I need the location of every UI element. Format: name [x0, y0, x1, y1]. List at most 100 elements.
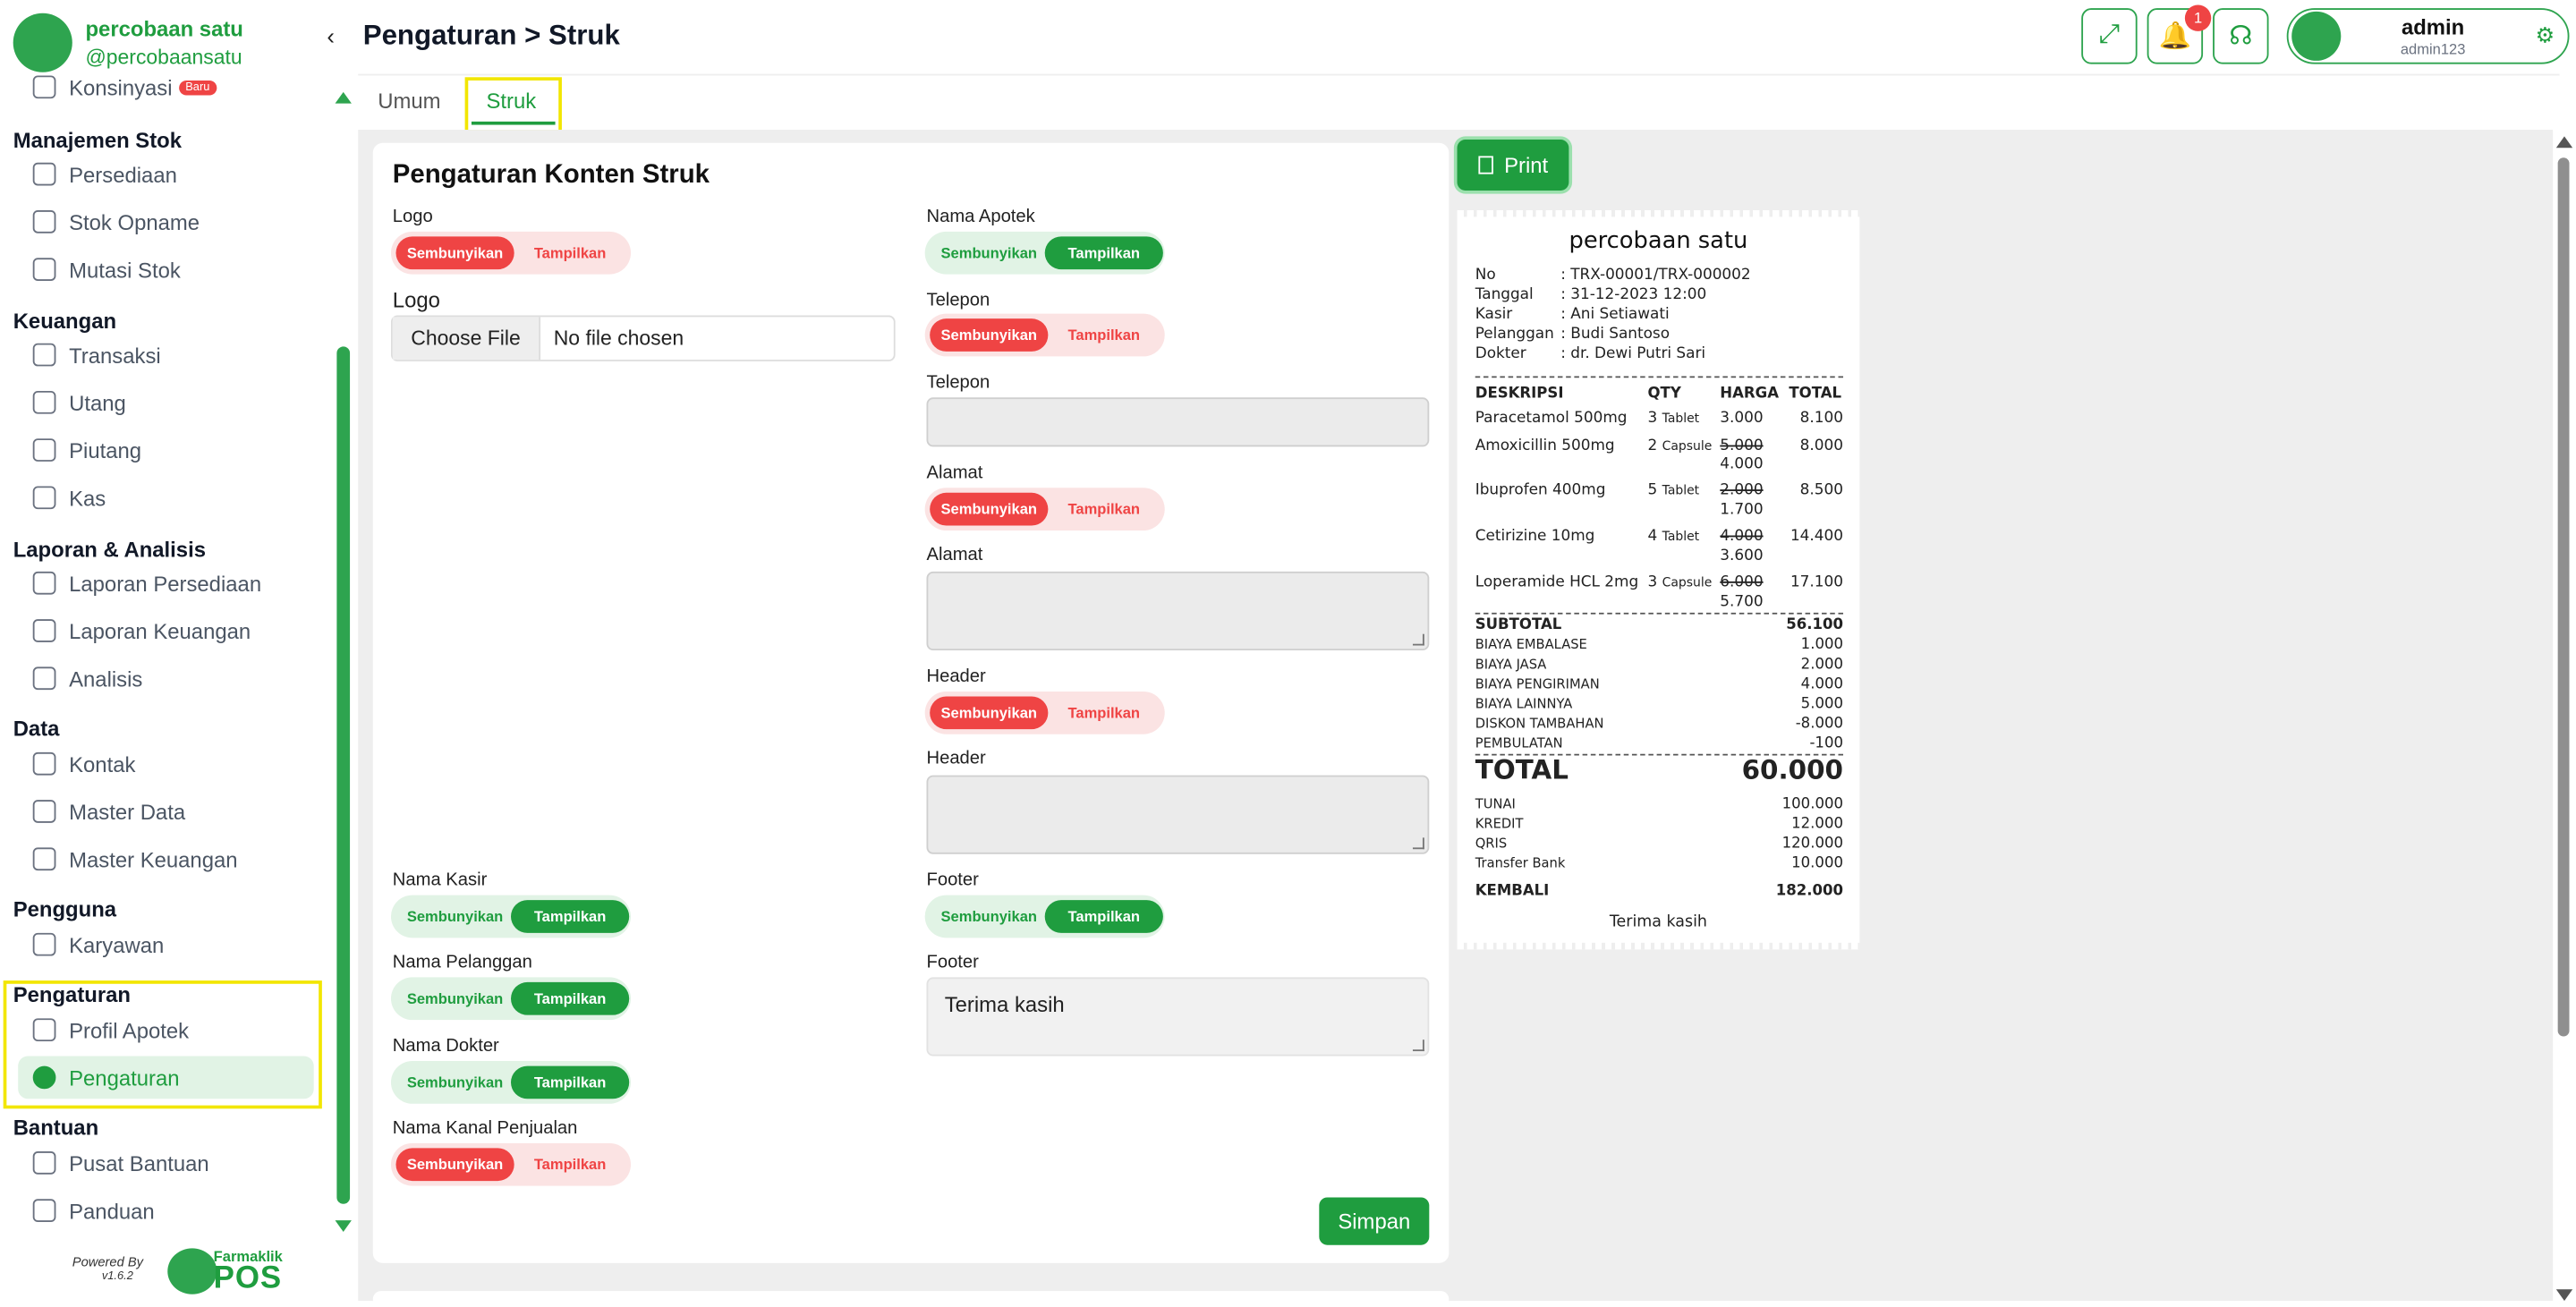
main-scroll-thumb[interactable] [2557, 157, 2570, 1037]
notifications-button[interactable]: 🔔 1 [2147, 4, 2212, 64]
footer-textarea[interactable]: Terima kasih [926, 977, 1430, 1057]
sidebar-item-pengaturan[interactable]: Pengaturan [32, 1057, 180, 1099]
sidebar-item-transaksi[interactable]: Transaksi [32, 334, 161, 377]
print-button[interactable]: Print [1457, 140, 1569, 191]
choose-file-button[interactable]: Choose File [392, 317, 541, 361]
main-scrollbar[interactable] [2555, 130, 2574, 1302]
hide-option[interactable]: Sembunyikan [406, 990, 504, 1007]
resize-handle-icon[interactable] [1412, 837, 1424, 850]
tab-umum[interactable]: Umum [378, 89, 441, 114]
sidebar-item-analisis[interactable]: Analisis [32, 657, 142, 700]
sidebar-item-kontak[interactable]: Kontak [32, 743, 135, 785]
hide-option[interactable]: Sembunyikan [930, 318, 1049, 352]
logo-file-label: Logo [392, 287, 440, 312]
farmaklik-logo-icon [167, 1248, 217, 1294]
telepon-toggle[interactable]: Sembunyikan Tampilkan [924, 313, 1165, 357]
sidebar-item-konsinyasi[interactable]: Konsinyasi Baru [32, 72, 217, 108]
nama-kasir-label: Nama Kasir [392, 870, 488, 891]
hide-option[interactable]: Sembunyikan [395, 1148, 514, 1182]
print-label: Print [1504, 152, 1549, 178]
receipt-preview: percobaan satu No: TRX-00001/TRX-000002 … [1457, 210, 1860, 950]
kanal-penjualan-label: Nama Kanal Penjualan [392, 1118, 578, 1139]
transfer-icon [32, 258, 56, 281]
nama-kasir-toggle[interactable]: Sembunyikan Tampilkan [390, 895, 632, 938]
sidebar-scroll-thumb[interactable] [336, 346, 351, 1204]
sidebar-item-utang[interactable]: Utang [32, 381, 126, 424]
tab-struk[interactable]: Struk [486, 89, 537, 114]
sidebar-item-profil-apotek[interactable]: Profil Apotek [32, 1008, 189, 1051]
show-option[interactable]: Tampilkan [1044, 900, 1163, 933]
alamat-textarea[interactable] [926, 571, 1430, 651]
sidebar-item-master-data[interactable]: Master Data [32, 790, 186, 833]
hide-option[interactable]: Sembunyikan [395, 236, 514, 270]
sidebar-item-pusat-bantuan[interactable]: Pusat Bantuan [32, 1142, 209, 1184]
save-button[interactable]: Simpan [1319, 1197, 1430, 1245]
hide-option[interactable]: Sembunyikan [930, 696, 1049, 730]
sidebar-item-mutasi-stok[interactable]: Mutasi Stok [32, 248, 181, 291]
logo-file-input[interactable]: Choose File No file chosen [390, 315, 896, 361]
sidebar-item-karyawan[interactable]: Karyawan [32, 923, 164, 966]
nama-dokter-toggle[interactable]: Sembunyikan Tampilkan [390, 1061, 632, 1104]
sidebar-item-persediaan[interactable]: Persediaan [32, 153, 177, 196]
show-option[interactable]: Tampilkan [533, 244, 607, 261]
nama-pelanggan-toggle[interactable]: Sembunyikan Tampilkan [390, 977, 632, 1021]
sidebar-item-laporan-keuangan[interactable]: Laporan Keuangan [32, 609, 251, 652]
kanal-penjualan-toggle[interactable]: Sembunyikan Tampilkan [390, 1142, 632, 1186]
show-option[interactable]: Tampilkan [510, 1065, 630, 1099]
farmaklik-brand: Farmaklik [213, 1248, 283, 1265]
nama-pelanggan-label: Nama Pelanggan [392, 952, 532, 972]
sidebar-item-label: Mutasi Stok [69, 257, 181, 282]
resize-handle-icon[interactable] [1412, 1040, 1424, 1052]
sidebar-item-piutang[interactable]: Piutang [32, 429, 141, 471]
sidebar-item-label: Laporan Persediaan [69, 571, 262, 596]
scroll-down-arrow-icon[interactable] [335, 1220, 352, 1232]
nav-section-title: Data [13, 716, 60, 742]
sidebar-item-master-keuangan[interactable]: Master Keuangan [32, 837, 238, 880]
alamat-toggle[interactable]: Sembunyikan Tampilkan [924, 488, 1165, 531]
highlight-box-struk-tab [464, 77, 562, 133]
show-option[interactable]: Tampilkan [1067, 500, 1141, 518]
show-option[interactable]: Tampilkan [1067, 327, 1141, 344]
expand-icon: ⤢ [2098, 21, 2121, 50]
brand-username: @percobaansatu [85, 46, 242, 70]
hide-option[interactable]: Sembunyikan [930, 492, 1049, 526]
receipt-total: TOTAL 60.000 [1475, 753, 1843, 785]
telepon-input[interactable] [926, 397, 1430, 447]
sidebar-item-label: Transaksi [69, 342, 161, 368]
scroll-up-arrow-icon[interactable] [2555, 136, 2573, 149]
hide-option[interactable]: Sembunyikan [940, 244, 1038, 261]
sidebar-scrollbar[interactable] [335, 91, 352, 1232]
footer-toggle[interactable]: Sembunyikan Tampilkan [924, 895, 1165, 938]
show-option[interactable]: Tampilkan [510, 981, 630, 1015]
resize-handle-icon[interactable] [1412, 633, 1424, 646]
activity-icon [32, 666, 56, 691]
sidebar-item-label: Konsinyasi [69, 74, 173, 100]
header-toggle[interactable]: Sembunyikan Tampilkan [924, 691, 1165, 734]
user-menu[interactable]: admin admin123 ⚙ [2286, 8, 2570, 64]
support-button[interactable]: ☊ [2213, 8, 2269, 64]
show-option[interactable]: Tampilkan [533, 1156, 607, 1173]
collapse-sidebar-chevron-icon[interactable]: ‹ [327, 22, 335, 50]
nama-apotek-toggle[interactable]: Sembunyikan Tampilkan [924, 231, 1165, 275]
sidebar-item-stok-opname[interactable]: Stok Opname [32, 200, 200, 243]
header-textarea[interactable] [926, 775, 1430, 854]
header-toggle-label: Header [926, 666, 986, 687]
hide-option[interactable]: Sembunyikan [406, 1074, 504, 1091]
hide-option[interactable]: Sembunyikan [940, 908, 1038, 925]
sidebar-item-panduan[interactable]: Panduan [32, 1189, 155, 1232]
sidebar-item-kas[interactable]: Kas [32, 476, 106, 519]
box-icon [32, 162, 56, 186]
show-option[interactable]: Tampilkan [1044, 236, 1163, 270]
nav-section-title: Laporan & Analisis [13, 537, 207, 562]
logo-visibility-toggle[interactable]: Sembunyikan Tampilkan [390, 231, 632, 275]
hide-option[interactable]: Sembunyikan [406, 908, 504, 925]
sidebar-item-label: Master Data [69, 799, 186, 824]
fullscreen-button[interactable]: ⤢ [2081, 8, 2138, 64]
scroll-up-arrow-icon[interactable] [335, 91, 352, 104]
show-option[interactable]: Tampilkan [510, 900, 630, 933]
nav-section-title: Manajemen Stok [13, 128, 183, 153]
gear-icon[interactable]: ⚙ [2535, 22, 2555, 48]
sidebar-item-laporan-persediaan[interactable]: Laporan Persediaan [32, 562, 262, 605]
show-option[interactable]: Tampilkan [1067, 704, 1141, 722]
scroll-down-arrow-icon[interactable] [2555, 1289, 2573, 1302]
